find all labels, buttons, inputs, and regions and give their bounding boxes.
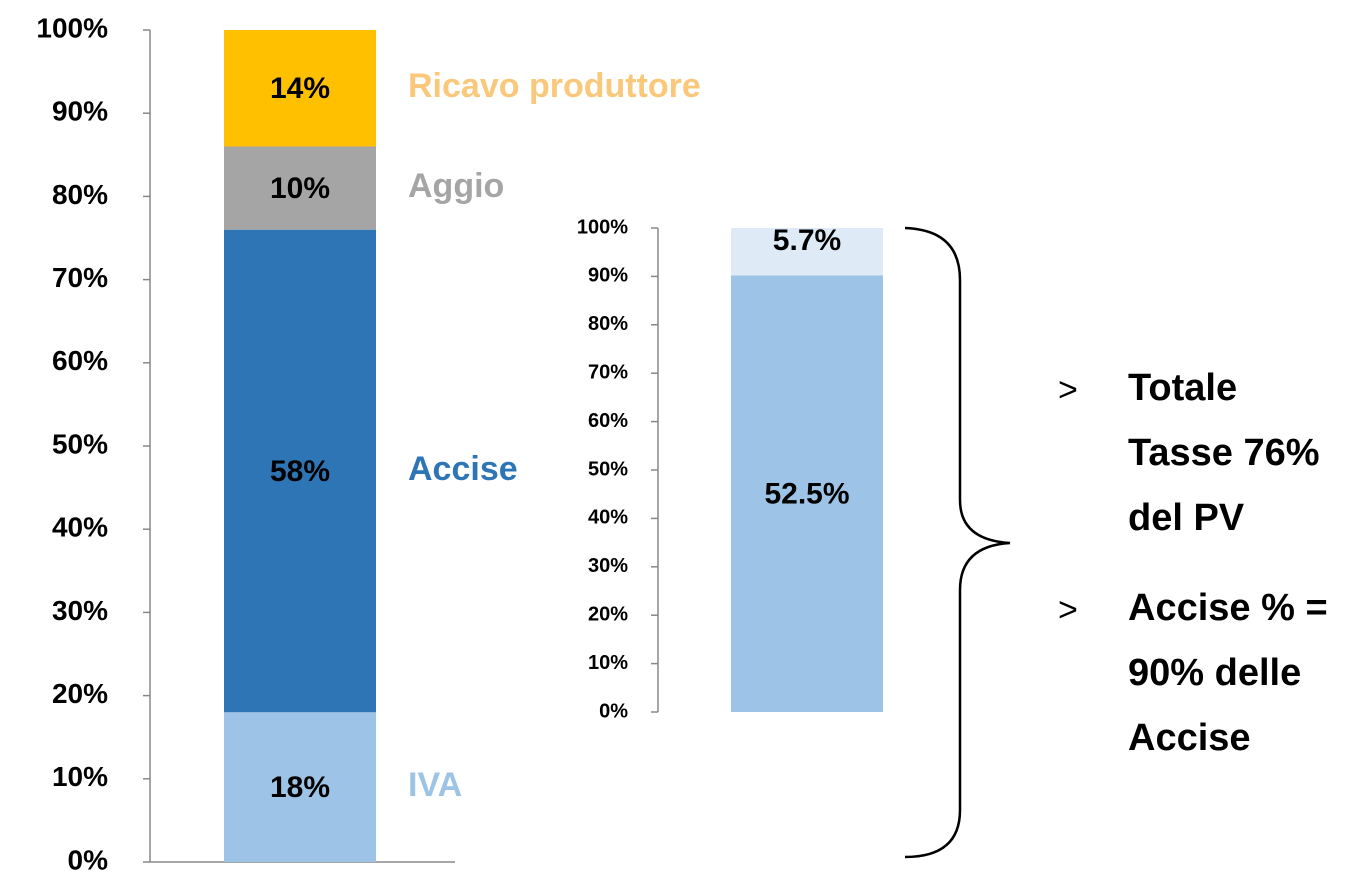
y-tick-label: 40% [588, 507, 628, 529]
series-label: Aggio [408, 167, 504, 205]
bar-segment [731, 275, 883, 712]
y-tick-label: 100% [577, 216, 628, 238]
note-line: 90% delle [1128, 652, 1301, 694]
note-line: Accise [1128, 717, 1251, 759]
y-tick-label: 20% [588, 603, 628, 625]
y-tick-label: 20% [52, 678, 108, 709]
y-tick-label: 60% [588, 410, 628, 432]
note-line: Totale [1128, 367, 1237, 409]
bar-segment [224, 30, 376, 147]
brace [904, 226, 1011, 859]
bullet-marker: > [1058, 371, 1078, 409]
data-label: 18% [270, 771, 330, 804]
y-tick-label: 10% [52, 761, 108, 792]
series-label: Accise [408, 450, 518, 488]
y-tick-label: 60% [52, 345, 108, 376]
y-tick-label: 70% [588, 361, 628, 383]
y-tick-label: 30% [588, 555, 628, 577]
data-label: 10% [270, 172, 330, 205]
bar-segment [224, 146, 376, 230]
data-label: 58% [270, 455, 330, 488]
y-tick-label: 50% [52, 428, 108, 459]
y-tick-label: 90% [52, 96, 108, 127]
data-label: 5.7% [773, 224, 841, 257]
note-line: del PV [1128, 497, 1245, 539]
y-tick-label: 0% [599, 700, 628, 722]
y-tick-label: 10% [588, 652, 628, 674]
y-tick-label: 70% [52, 262, 108, 293]
bar-segment [224, 712, 376, 862]
y-tick-label: 100% [36, 12, 108, 43]
bar-segment [731, 228, 883, 276]
y-tick-label: 0% [68, 844, 109, 875]
bullet-marker: > [1058, 591, 1078, 629]
bar-segment [224, 229, 376, 713]
y-tick-label: 90% [588, 265, 628, 287]
series-label: IVA [408, 766, 462, 804]
y-tick-label: 80% [588, 313, 628, 335]
y-tick-label: 40% [52, 512, 108, 543]
series-label: Ricavo produttore [408, 67, 701, 105]
data-label: 14% [270, 72, 330, 105]
data-label: 52.5% [764, 478, 849, 511]
y-tick-label: 30% [52, 595, 108, 626]
y-tick-label: 50% [588, 458, 628, 480]
note-line: Tasse 76% [1128, 432, 1320, 474]
y-tick-label: 80% [52, 179, 108, 210]
note-line: Accise % = [1128, 587, 1328, 629]
